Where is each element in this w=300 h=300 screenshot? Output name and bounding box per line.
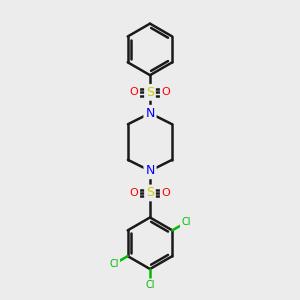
Text: O: O bbox=[130, 87, 138, 97]
Text: N: N bbox=[145, 107, 155, 120]
Text: O: O bbox=[130, 188, 138, 198]
Text: Cl: Cl bbox=[109, 259, 119, 269]
Text: N: N bbox=[145, 164, 155, 177]
Text: Cl: Cl bbox=[145, 280, 155, 290]
Text: Cl: Cl bbox=[182, 218, 191, 227]
Text: S: S bbox=[146, 186, 154, 200]
Text: O: O bbox=[162, 188, 170, 198]
Text: S: S bbox=[146, 86, 154, 99]
Text: O: O bbox=[162, 87, 170, 97]
